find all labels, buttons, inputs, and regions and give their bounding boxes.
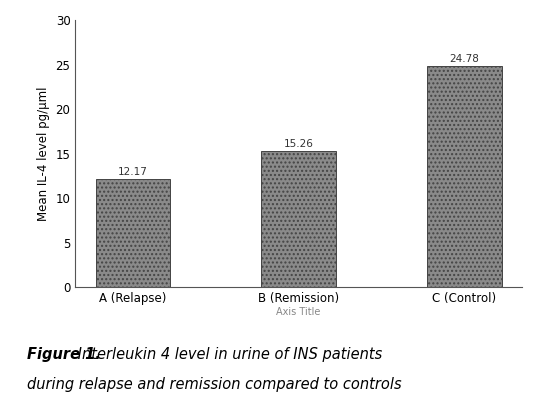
Bar (261, 151, 336, 287)
Text: during relapse and remission compared to controls: during relapse and remission compared to… (27, 377, 401, 392)
X-axis label: Axis Title: Axis Title (277, 306, 321, 316)
Bar (427, 67, 501, 287)
Text: Figure 1.: Figure 1. (27, 347, 101, 362)
Text: 15.26: 15.26 (284, 139, 314, 149)
Text: 12.17: 12.17 (118, 167, 148, 177)
Text: 24.78: 24.78 (449, 54, 479, 64)
Text: Interleukin 4 level in urine of INS patients: Interleukin 4 level in urine of INS pati… (73, 347, 382, 362)
Bar (96, 179, 170, 287)
Y-axis label: Mean IL-4 level pg/μml: Mean IL-4 level pg/μml (37, 86, 50, 221)
